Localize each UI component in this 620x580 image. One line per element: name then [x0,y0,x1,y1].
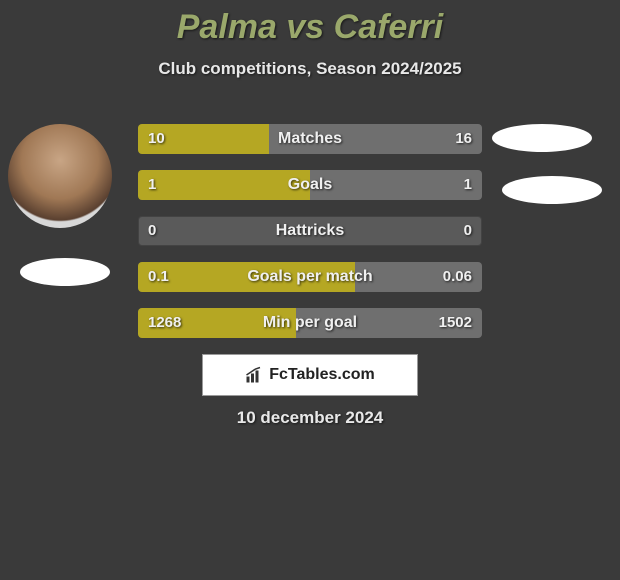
stat-row: 1016Matches [138,124,482,154]
stat-row: 11Goals [138,170,482,200]
stat-row: 12681502Min per goal [138,308,482,338]
stat-label: Hattricks [138,216,482,246]
stat-label: Matches [138,124,482,154]
page-title: Palma vs Caferri [0,0,620,47]
stat-bars: 1016Matches 11Goals 00Hattricks 0.10.06Goal… [138,124,482,354]
date-label: 10 december 2024 [0,408,620,428]
player-right-flag-1 [492,124,592,152]
chart-icon [245,366,263,384]
player-right-flag-2 [502,176,602,204]
stat-label: Goals per match [138,262,482,292]
stat-label: Goals [138,170,482,200]
stat-row: 0.10.06Goals per match [138,262,482,292]
brand-box[interactable]: FcTables.com [202,354,418,396]
stat-label: Min per goal [138,308,482,338]
subtitle: Club competitions, Season 2024/2025 [0,59,620,79]
player-left-flag [20,258,110,286]
brand-text: FcTables.com [269,366,375,384]
stat-row: 00Hattricks [138,216,482,246]
player-left-avatar [8,124,112,228]
